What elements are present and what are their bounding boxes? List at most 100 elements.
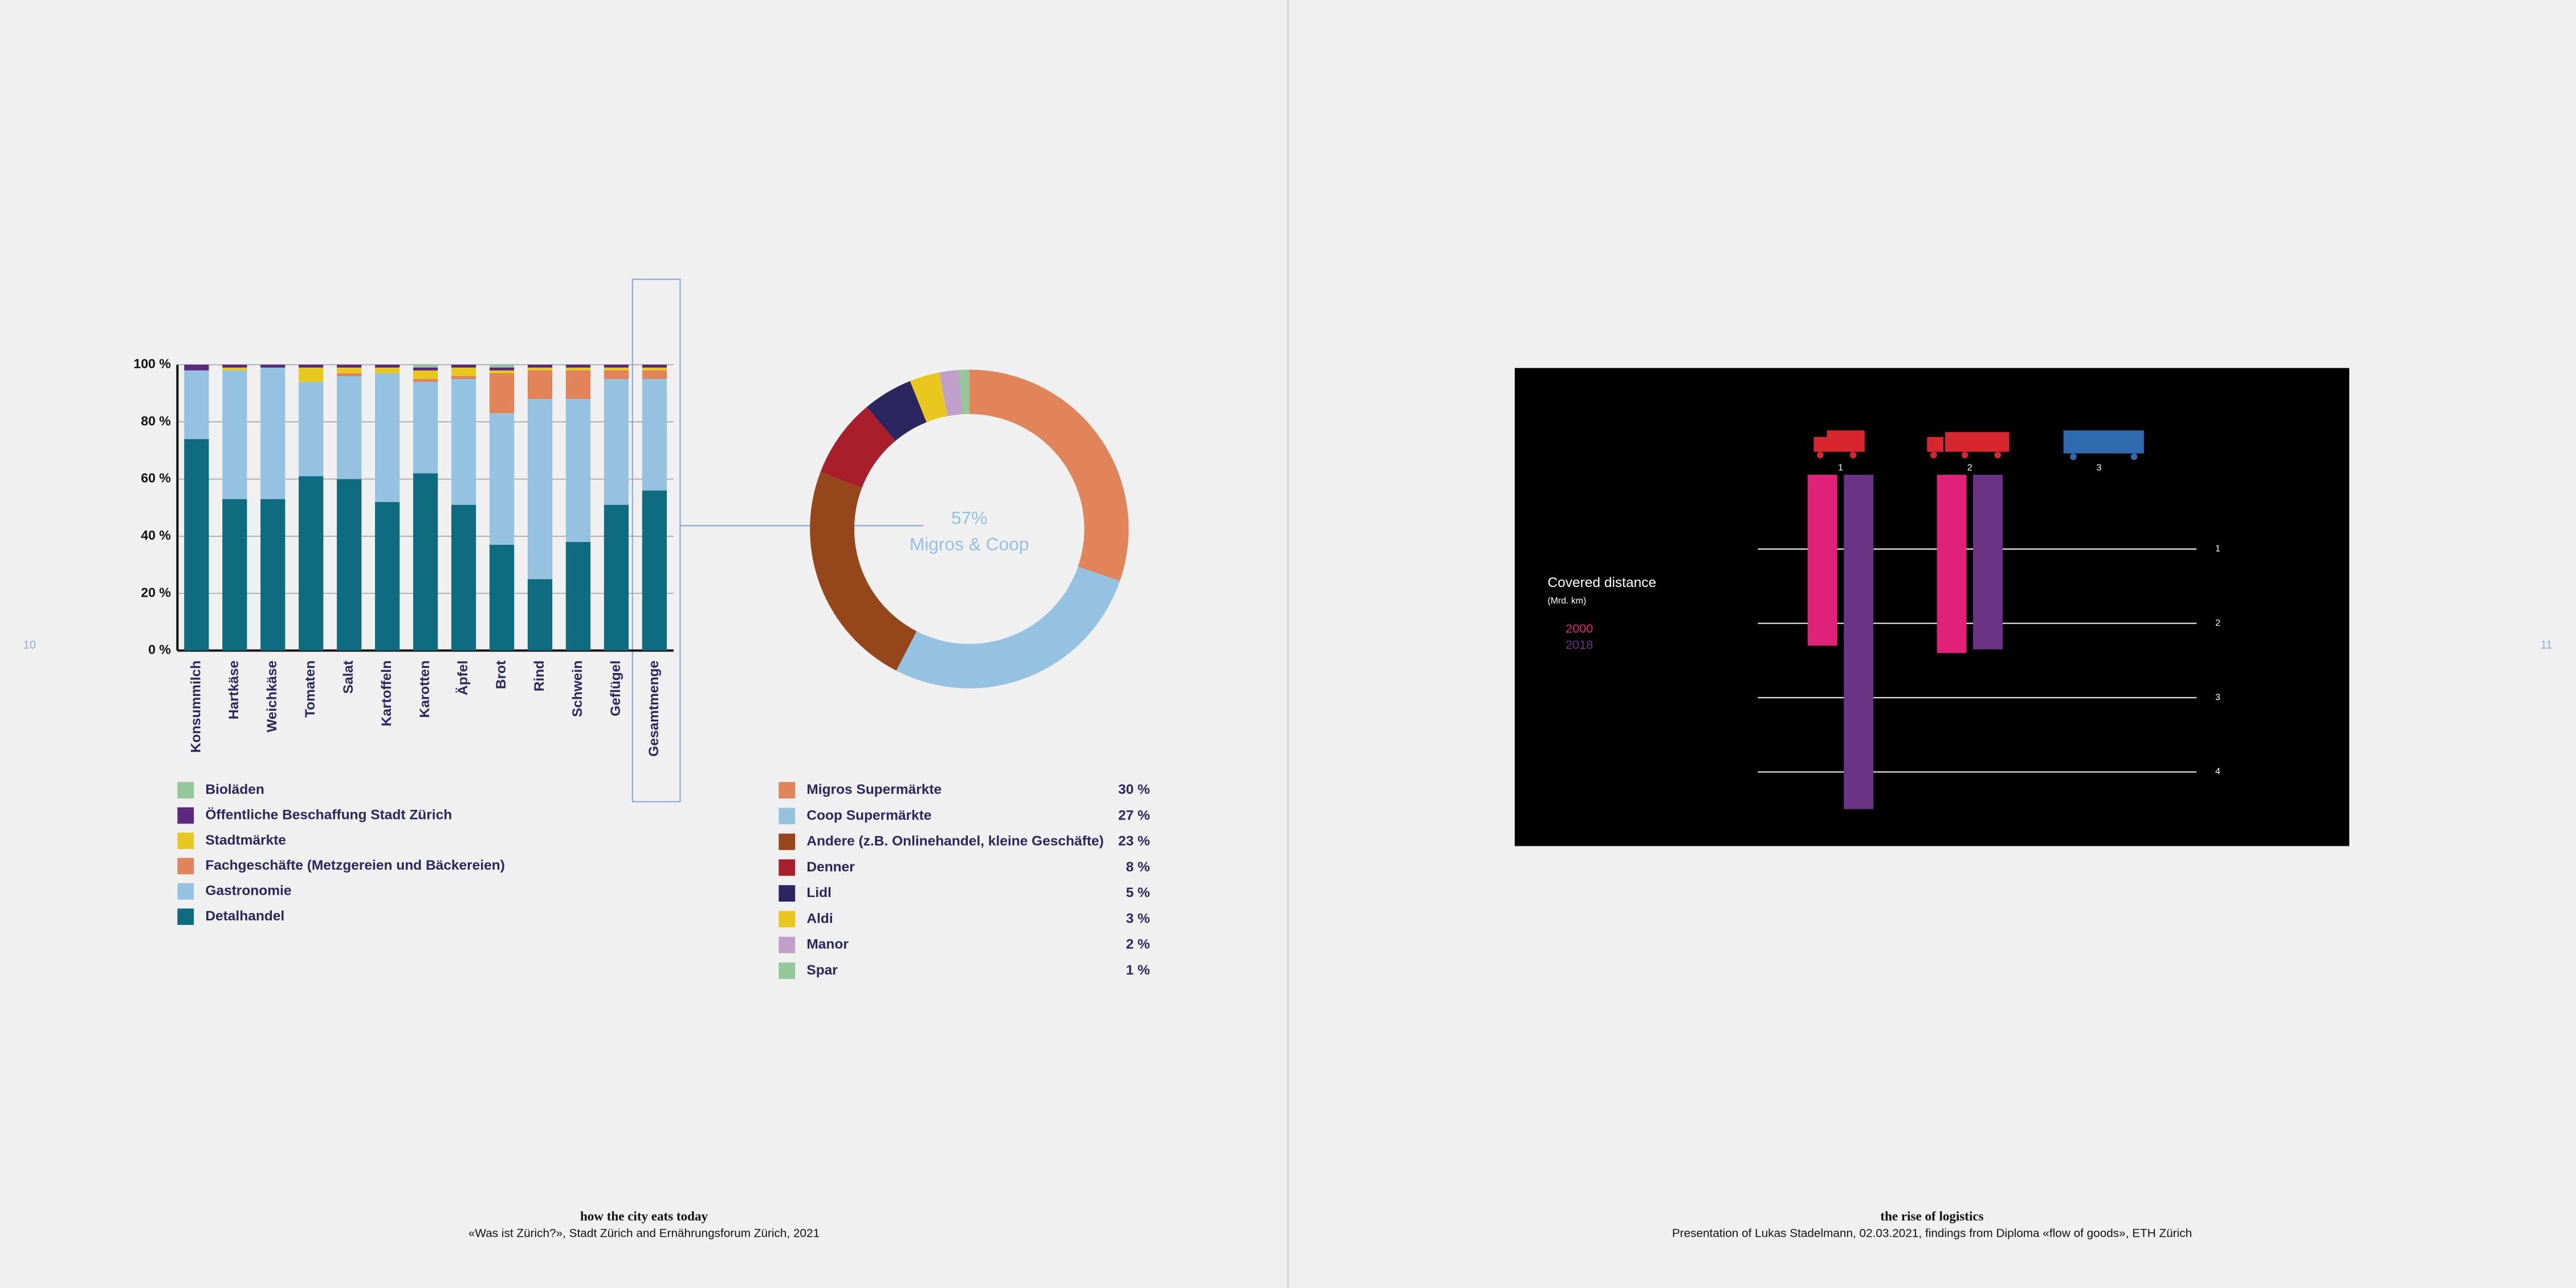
- value-label: 27 %: [1118, 808, 1150, 823]
- bar: [1844, 475, 1874, 809]
- bar-segment: [299, 382, 324, 476]
- caption-title: how the city eats today: [580, 1208, 708, 1223]
- legend-swatch: [778, 911, 796, 928]
- legend-label: Lidl: [806, 885, 832, 900]
- legend-swatch: [177, 807, 194, 824]
- center-label: 57%: [951, 507, 987, 528]
- bar-segment: [489, 373, 515, 414]
- bar-segment: [413, 473, 438, 651]
- legend-label: Gastronomie: [205, 883, 291, 899]
- x-tick-label: 1: [1838, 463, 1843, 473]
- bar-segment: [451, 504, 476, 651]
- wheel: [1817, 451, 1824, 459]
- x-tick-label: 2: [1967, 463, 1972, 473]
- x-tick-label: Konsummilch: [188, 661, 203, 753]
- y-tick-label: 0 %: [148, 642, 171, 657]
- legend-label: 2018: [1566, 638, 1593, 652]
- bar-segment: [604, 504, 629, 651]
- chart-subtitle: (Mrd. km): [1547, 596, 1586, 606]
- legend-label: Stadtmärkte: [205, 833, 286, 848]
- legend-label: Fachgeschäfte (Metzgereien und Bäckereie…: [205, 858, 505, 873]
- y-tick-label: 2: [2215, 618, 2220, 628]
- legend-swatch: [177, 858, 194, 875]
- bar-segment: [489, 364, 515, 368]
- legend-label: Detalhandel: [205, 908, 284, 924]
- bar-segment: [604, 379, 629, 505]
- bar: [1973, 475, 2003, 650]
- bar-segment: [222, 364, 247, 368]
- bar-segment: [451, 379, 476, 505]
- bar-segment: [337, 367, 362, 373]
- bar-segment: [489, 367, 515, 370]
- bar-segment: [451, 376, 476, 380]
- legend-swatch: [778, 936, 796, 953]
- x-tick-label: Brot: [494, 661, 509, 689]
- wheel: [1961, 451, 1968, 459]
- bar-segment: [375, 502, 400, 651]
- legend-swatch: [778, 859, 796, 876]
- bar-segment: [489, 370, 515, 373]
- bar-segment: [260, 499, 286, 651]
- caption-source: «Was ist Zürich?», Stadt Zürich and Ernä…: [468, 1226, 820, 1240]
- value-label: 1 %: [1126, 963, 1150, 978]
- bar-segment: [489, 413, 515, 545]
- y-tick-label: 100 %: [133, 356, 170, 371]
- x-tick-label: Rind: [532, 661, 547, 691]
- bar: [1807, 475, 1837, 646]
- x-tick-label: Tomaten: [303, 661, 318, 718]
- value-label: 3 %: [1126, 911, 1150, 926]
- y-tick-label: 60 %: [141, 471, 171, 486]
- y-tick-label: 3: [2215, 692, 2220, 702]
- donut-segment: [867, 381, 927, 441]
- bar-segment: [413, 370, 438, 380]
- bar-segment: [489, 544, 515, 651]
- legend-label: Denner: [806, 859, 855, 875]
- legend-label: Bioläden: [205, 782, 264, 797]
- legend-label: Coop Supermärkte: [806, 808, 931, 823]
- donut-segment: [820, 407, 896, 488]
- highlight-box: [631, 278, 681, 802]
- bar-segment: [565, 541, 591, 651]
- legend-swatch: [177, 883, 194, 900]
- bar-segment: [299, 476, 324, 651]
- legend-swatch: [177, 782, 194, 798]
- y-tick-label: 4: [2215, 767, 2220, 777]
- bar-segment: [260, 364, 286, 368]
- legend-label: Andere (z.B. Onlinehandel, kleine Geschä…: [806, 834, 1103, 849]
- trailer-box: [1945, 432, 2010, 452]
- bar-segment: [375, 367, 400, 373]
- center-sublabel: Migros & Coop: [910, 533, 1029, 554]
- wheel: [1930, 451, 1937, 459]
- bar-segment: [337, 376, 362, 479]
- truck-trailer-icon: [1927, 432, 2010, 459]
- legend-swatch: [778, 833, 796, 850]
- bar-segment: [527, 399, 553, 580]
- value-label: 23 %: [1118, 834, 1150, 849]
- bar-segment: [375, 373, 400, 502]
- bar-segment: [565, 370, 591, 400]
- bar: [1937, 475, 1967, 653]
- x-tick-label: Kartoffeln: [379, 661, 394, 727]
- value-label: 8 %: [1126, 859, 1150, 875]
- bar-segment: [184, 370, 209, 439]
- x-tick-label: 3: [2097, 463, 2102, 473]
- bar-segment: [527, 364, 553, 368]
- legend-swatch: [778, 962, 796, 979]
- bar-segment: [642, 490, 667, 651]
- chart-title: Covered distance: [1547, 575, 1656, 590]
- donut-segment: [959, 369, 969, 414]
- wheel: [1849, 451, 1857, 459]
- legend-swatch: [778, 885, 796, 902]
- y-tick-label: 1: [2215, 544, 2220, 554]
- truck-cab: [1813, 437, 1829, 452]
- x-tick-label: Weichkäse: [264, 661, 280, 732]
- bar-segment: [299, 364, 324, 368]
- bar-segment: [222, 367, 247, 370]
- wheel: [2070, 453, 2077, 460]
- caption-source: Presentation of Lukas Stadelmann, 02.03.…: [1672, 1226, 2192, 1240]
- bar-segment: [451, 364, 476, 368]
- bar-segment: [222, 499, 247, 651]
- x-tick-label: Geflügel: [608, 661, 623, 716]
